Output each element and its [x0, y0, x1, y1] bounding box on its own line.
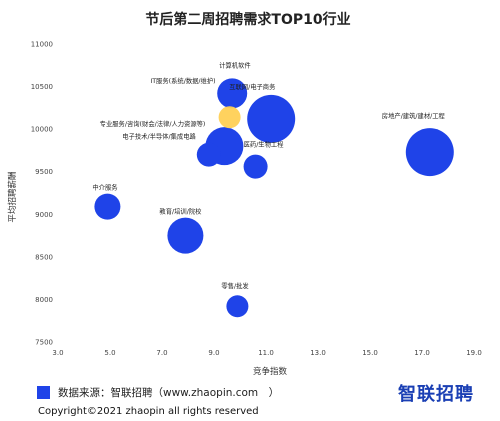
bubble-label: 医药/生物工程 — [244, 140, 285, 149]
y-axis-title: 平均招聘薪酬 — [7, 171, 18, 222]
y-tick-label: 8500 — [35, 253, 53, 261]
y-tick-label: 9000 — [35, 211, 53, 219]
y-tick-label: 8000 — [35, 296, 53, 304]
bubble-label: 中介服务 — [92, 183, 118, 192]
bubble — [196, 142, 221, 167]
y-tick-label: 11000 — [31, 41, 53, 49]
bubble-label: 专业服务/咨询(财会/法律/人力资源等) — [100, 119, 206, 128]
bubble-series — [94, 78, 454, 318]
bubble-label: 房地产/建筑/建材/工程 — [382, 111, 446, 120]
bubble — [167, 217, 204, 254]
x-tick-label: 5.0 — [104, 349, 115, 357]
bubble — [243, 154, 268, 179]
bubble — [247, 94, 296, 143]
x-tick-label: 11.0 — [258, 349, 274, 357]
bubble — [405, 128, 454, 177]
legend-swatch — [37, 386, 50, 399]
x-axis-ticks: 3.0 5.0 7.0 9.0 11.0 13.0 15.0 17.0 19.0 — [52, 349, 481, 357]
x-tick-label: 9.0 — [208, 349, 219, 357]
y-tick-label: 10000 — [31, 126, 53, 134]
y-axis-ticks: 7500 8000 8500 9000 9500 10000 10500 11000 — [31, 41, 53, 347]
x-axis-title: 竞争指数 — [253, 366, 288, 377]
bubble — [217, 78, 248, 109]
x-tick-label: 13.0 — [310, 349, 326, 357]
x-tick-label: 3.0 — [52, 349, 63, 357]
bubble-label: 互联网/电子商务 — [229, 82, 276, 91]
x-tick-label: 7.0 — [156, 349, 167, 357]
y-tick-label: 10500 — [31, 83, 53, 91]
bubble-label: 教育/培训/院校 — [159, 207, 202, 216]
bubble-label: 计算机软件 — [219, 60, 250, 69]
y-tick-label: 9500 — [35, 168, 53, 176]
zhaopin-logo: 智联招聘 — [398, 384, 474, 405]
y-tick-label: 7500 — [35, 339, 53, 347]
x-tick-label: 17.0 — [414, 349, 430, 357]
footer: 数据来源：智联招聘（www.zhaopin.com ） 智联招聘 Copyrig… — [0, 380, 500, 421]
bubble-label: IT服务(系统/数据/维护) — [150, 76, 215, 85]
bubble — [226, 295, 249, 318]
copyright-notice: Copyright©2021 zhaopin all rights reserv… — [38, 406, 259, 417]
bubble-label: 零售/批发 — [221, 281, 249, 290]
data-source: 数据来源：智联招聘（www.zhaopin.com ） — [58, 387, 280, 399]
bubble — [94, 193, 121, 220]
bubble-label: 电子技术/半导体/集成电路 — [122, 132, 196, 141]
bubble-chart: 节后第二周招聘需求TOP10行业 3.0 5.0 7.0 9.0 11.0 13.0 15.… — [7, 11, 482, 377]
x-tick-label: 15.0 — [362, 349, 378, 357]
chart-title: 节后第二周招聘需求TOP10行业 — [145, 11, 350, 28]
bubble — [218, 106, 241, 129]
x-tick-label: 19.0 — [466, 349, 482, 357]
